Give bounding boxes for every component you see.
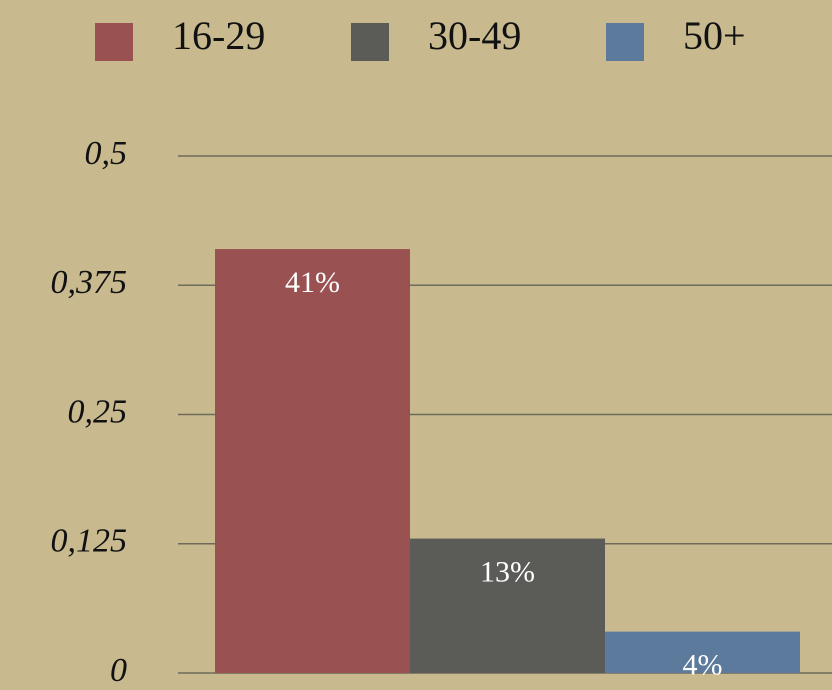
legend-swatch [95,23,133,61]
value-label: 4% [683,649,723,682]
y-tick-label: 0,25 [68,393,128,430]
y-tick-label: 0,125 [51,523,128,560]
legend-swatch [351,23,389,61]
bar [605,631,800,673]
value-label: 13% [480,555,535,588]
bar [215,249,410,673]
legend-swatch [606,23,644,61]
legend-label: 16-29 [172,13,265,58]
bar [410,538,605,673]
y-tick-label: 0,375 [51,264,128,301]
legend-label: 30-49 [428,13,521,58]
legend-label: 50+ [683,13,746,58]
y-tick-label: 0,5 [85,135,128,172]
value-label: 41% [285,266,340,299]
y-tick-label: 0 [110,652,127,689]
